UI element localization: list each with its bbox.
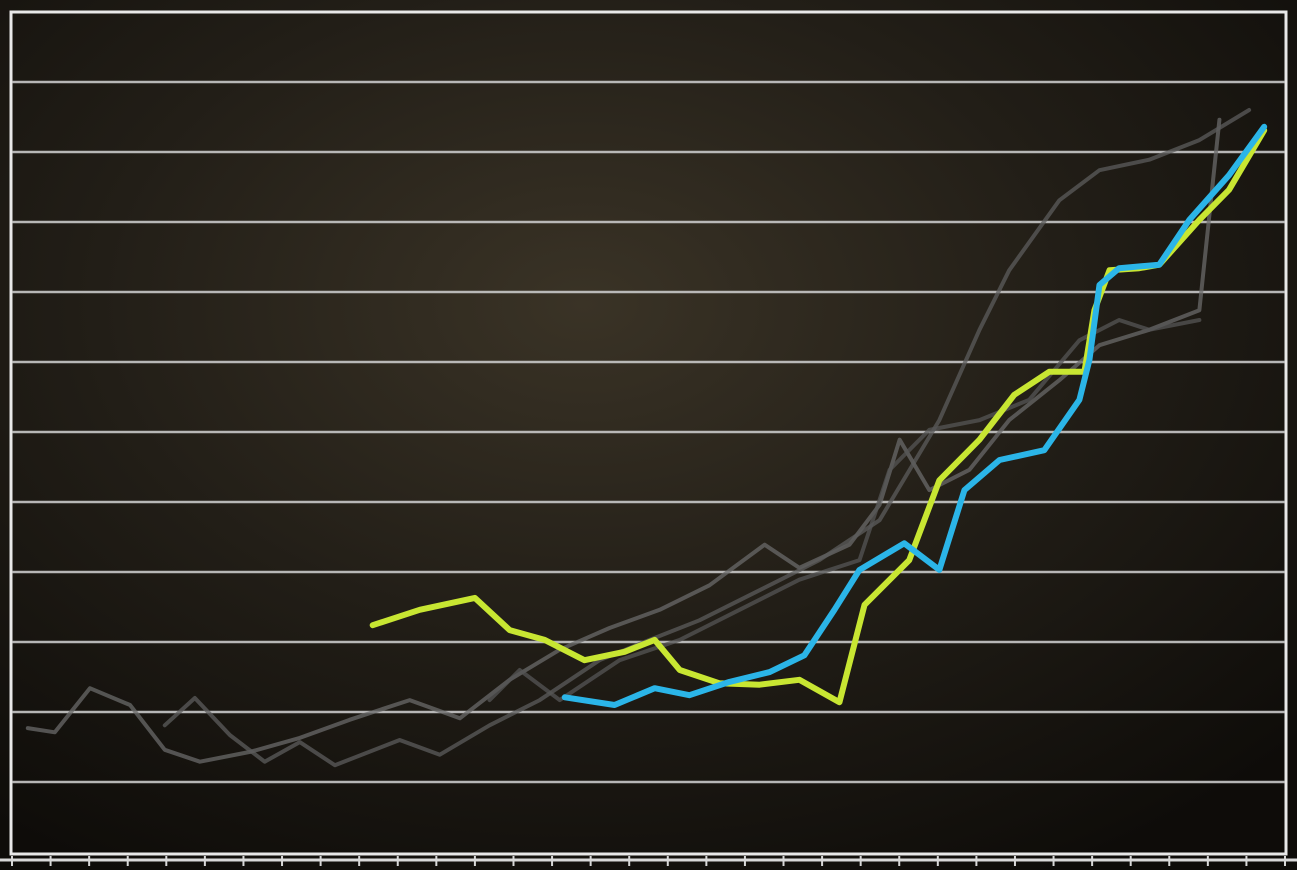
series-line bbox=[487, 318, 1202, 703]
series-line bbox=[162, 108, 1252, 768]
series-line bbox=[25, 117, 1222, 764]
plot-frame bbox=[9, 10, 1288, 856]
series-line bbox=[561, 123, 1268, 708]
